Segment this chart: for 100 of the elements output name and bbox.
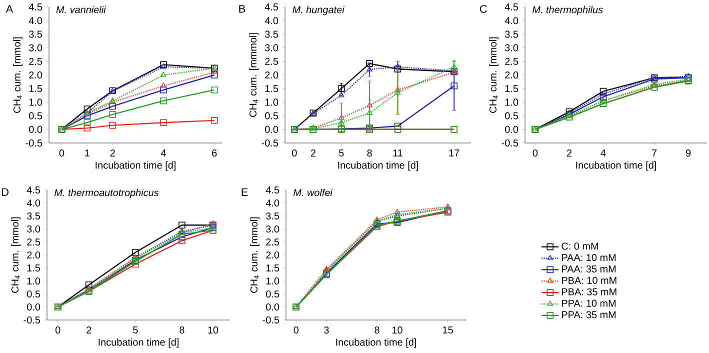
legend-label: PPA: 10 mM (562, 300, 616, 307)
y-tick-label: 1.0 (27, 277, 40, 285)
y-tick-label: 3.0 (505, 44, 518, 52)
y-tick-label: 0.5 (265, 112, 278, 120)
y-tick-label: 4.5 (264, 4, 278, 10)
chart-title: M. hungatei (292, 6, 345, 16)
y-tick-label: 3.5 (266, 212, 280, 220)
y-tick-label: 1.0 (266, 277, 280, 285)
legend-label: PAA: 35 mM (562, 265, 616, 273)
y-tick-label: 1.0 (505, 98, 518, 106)
y-tick-label: 4.0 (26, 199, 40, 207)
x-axis-title: Incubation time [d] (336, 338, 416, 348)
y-axis-title: CH$_{4}$ cum. [mmol] (250, 217, 260, 293)
y-tick-label: 2.5 (505, 58, 518, 65)
y-tick-label: 4.5 (28, 4, 42, 10)
x-tick-label: 15 (443, 326, 453, 334)
y-axis-title: CH$_{4}$ cum. [mmol] (13, 37, 22, 113)
y-tick-label: 2.0 (266, 251, 280, 259)
text: A (6, 5, 14, 13)
y-tick-label: 1.5 (29, 85, 42, 92)
x-tick-label: 6 (212, 150, 217, 157)
text: B (239, 5, 246, 13)
y-tick-label: 3.5 (265, 30, 278, 38)
y-tick-label: 2.0 (265, 71, 278, 79)
y-tick-label: 0.5 (27, 290, 40, 298)
y-tick-label: 2.0 (27, 251, 40, 259)
legend-label: PBA: 10 mM (562, 276, 616, 284)
x-tick-label: 17 (449, 150, 460, 156)
x-tick-label: 11 (393, 150, 402, 156)
x-tick-label: 0 (59, 150, 64, 157)
x-tick-label: 7 (652, 150, 657, 156)
y-tick-label: 3.0 (266, 225, 280, 233)
y-tick-label: 2.5 (265, 58, 278, 65)
x-tick-label: 8 (180, 326, 184, 334)
x-tick-label: 9 (686, 150, 691, 157)
y-tick-label: 2.5 (266, 238, 280, 246)
y-tick-label: -0.5 (26, 139, 42, 147)
text: C (480, 5, 487, 13)
x-tick-label: 8 (367, 150, 372, 157)
x-axis-title: Incubation time [d] (98, 338, 178, 348)
y-tick-label: 3.5 (505, 30, 518, 38)
legend-label: C: 0 mM (562, 242, 598, 250)
x-tick-label: 2 (110, 150, 115, 156)
y-tick-label: -0.5 (262, 316, 280, 324)
x-axis-title: Incubation time [d] (576, 161, 656, 171)
y-tick-label: 2.5 (29, 58, 42, 65)
y-tick-label: 1.0 (29, 98, 42, 106)
x-tick-label: 0 (532, 150, 538, 157)
x-tick-label: 10 (208, 326, 218, 334)
y-tick-label: 1.5 (27, 264, 40, 272)
x-tick-label: 5 (339, 150, 344, 156)
x-tick-label: 0 (55, 326, 60, 334)
y-tick-label: 3.5 (27, 212, 40, 220)
y-tick-label: 4.5 (504, 4, 518, 10)
y-tick-label: 0.0 (265, 126, 278, 133)
y-tick-label: -0.5 (502, 139, 518, 147)
y-tick-label: 0.5 (266, 290, 280, 298)
legend-label: PPA: 35 mM (562, 311, 616, 318)
y-tick-label: 2.5 (27, 238, 40, 246)
y-tick-label: 0.0 (29, 126, 42, 133)
y-tick-label: 4.0 (504, 17, 518, 24)
legend-label: PBA: 35 mM (562, 288, 616, 296)
y-tick-label: 0.5 (505, 112, 518, 120)
text: D (2, 188, 8, 196)
x-tick-label: 2 (566, 150, 572, 156)
x-tick-label: 5 (133, 326, 138, 334)
x-tick-label: 4 (160, 150, 166, 156)
y-axis-title: CH$_{4}$ cum. [mmol] (11, 217, 20, 293)
y-tick-label: 4.5 (26, 186, 40, 194)
chart-title: M. vannielii (56, 6, 106, 14)
y-axis-title: CH$_{4}$ cum. [mmmol] (249, 33, 258, 117)
y-tick-label: 2.0 (29, 71, 42, 79)
y-tick-label: 1.5 (266, 264, 280, 272)
y-tick-label: 4.0 (28, 17, 42, 24)
y-tick-label: 3.5 (29, 30, 42, 38)
y-tick-label: 1.5 (265, 85, 278, 92)
y-tick-label: -0.5 (262, 139, 278, 147)
x-tick-label: 0 (292, 150, 297, 157)
y-tick-label: 1.0 (265, 98, 278, 106)
x-tick-label: 2 (310, 150, 316, 156)
y-tick-label: 0.0 (505, 126, 518, 133)
y-tick-label: 1.5 (505, 85, 518, 92)
y-tick-label: 3.0 (265, 44, 278, 52)
y-tick-label: 4.5 (266, 186, 280, 194)
y-tick-label: 4.0 (264, 17, 278, 24)
x-tick-label: 1 (85, 150, 90, 156)
y-tick-label: -0.5 (24, 316, 40, 324)
y-tick-label: 0.0 (266, 303, 280, 311)
y-tick-label: 3.0 (27, 225, 40, 233)
legend-label: PAA: 10 mM (562, 254, 616, 262)
y-tick-label: 3.0 (29, 44, 42, 52)
text: E (242, 188, 248, 196)
y-tick-label: 2.0 (505, 71, 518, 79)
x-tick-label: 2 (86, 326, 92, 334)
x-tick-label: 0 (294, 326, 298, 334)
chart-title: M. thermoautotrophicus (54, 188, 159, 198)
y-tick-label: 0.5 (29, 112, 42, 120)
chart-title: M. wolfei (293, 188, 333, 196)
y-axis-title: CH$_{4}$ cum. [mmol] (489, 37, 498, 113)
x-tick-label: 4 (600, 150, 606, 156)
